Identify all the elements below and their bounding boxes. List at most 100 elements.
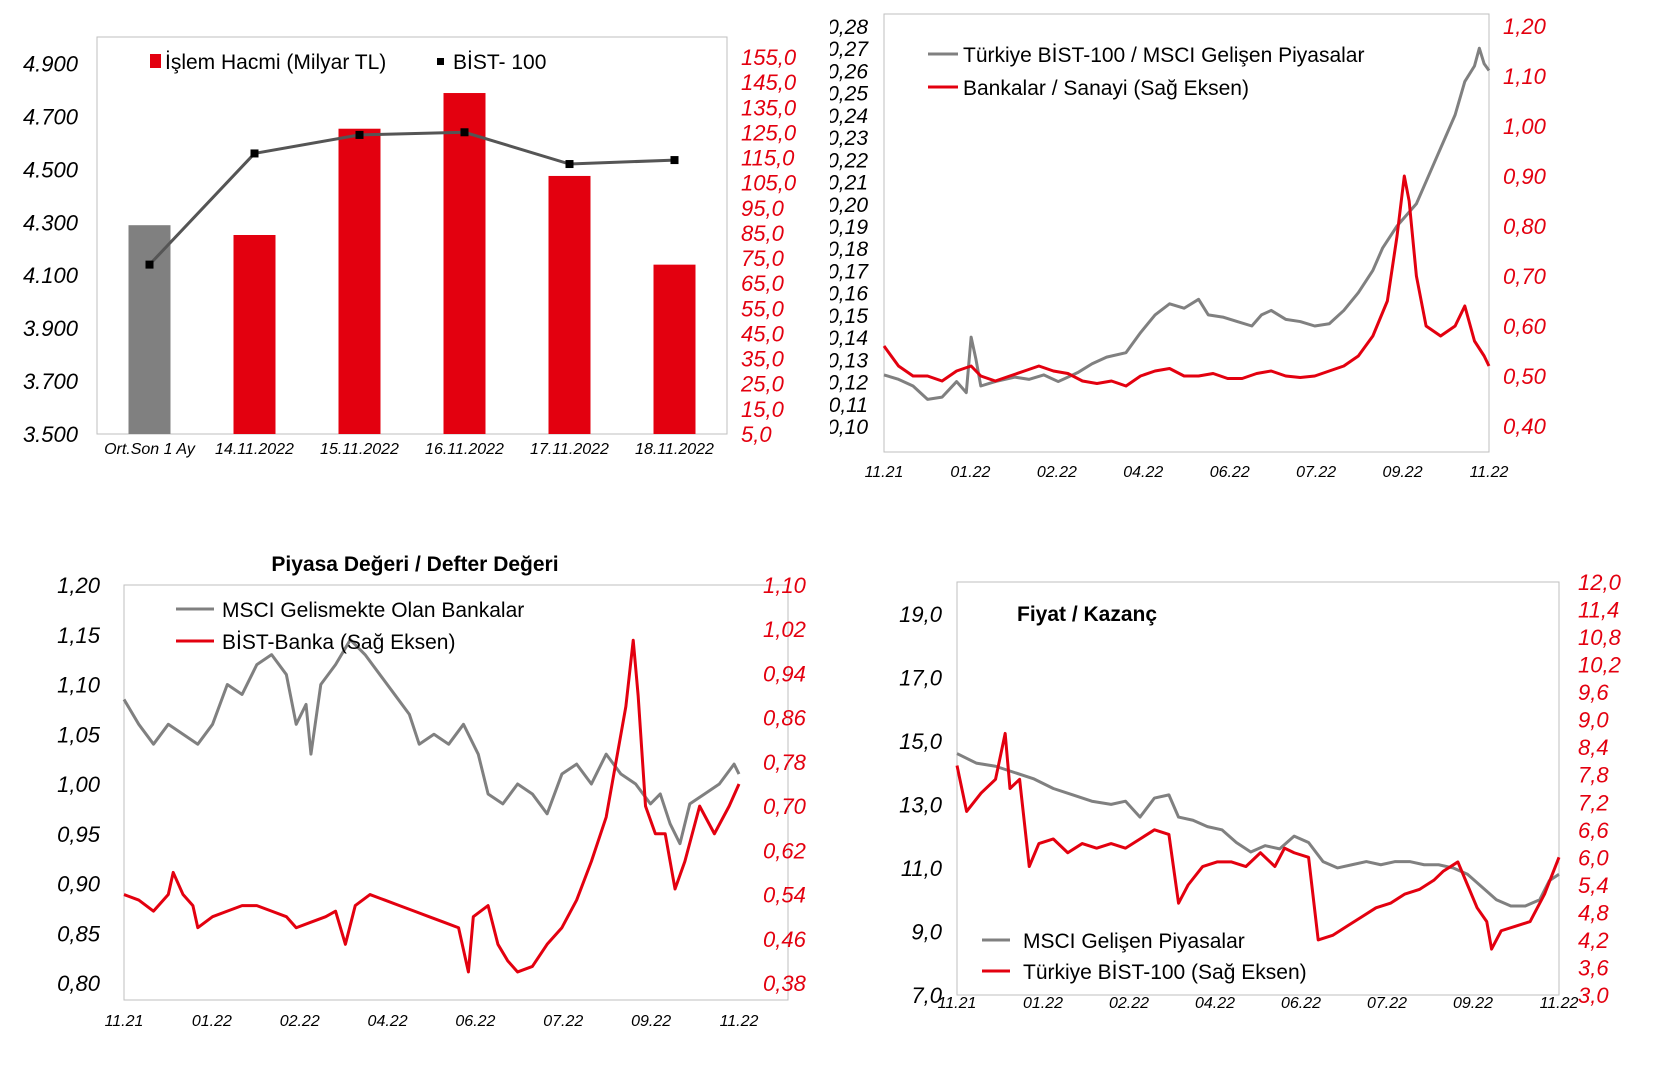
- y-right-tick: 115,0: [741, 146, 795, 171]
- series-line-1: [955, 731, 1561, 951]
- y-left-tick: 0,22: [830, 149, 868, 172]
- x-tick: 04.22: [368, 1013, 408, 1030]
- y-left-tick: 0,19: [830, 216, 868, 239]
- series-line-0: [956, 752, 1560, 908]
- bar-2: [338, 128, 381, 434]
- y-left-tick: 1,10: [57, 673, 101, 698]
- y-right-tick: 8,4: [1578, 735, 1609, 760]
- y-right-tick: 3,0: [1578, 983, 1609, 1008]
- plot-area: [956, 581, 1560, 996]
- x-tick: 09.22: [631, 1013, 671, 1030]
- y-right-tick: 65,0: [741, 271, 785, 296]
- y-right-tick: 0,70: [1503, 264, 1547, 289]
- y-left-tick: 0,14: [830, 327, 868, 350]
- y-right-tick: 25,0: [740, 372, 785, 397]
- bar-0: [128, 225, 171, 434]
- y-right-tick: 1,10: [763, 573, 807, 598]
- y-left-tick: 7,0: [911, 983, 942, 1008]
- chart-pe-ratio-svg: Fiyat / Kazanç 7,0 9,0 11,0 13,0 15,0 17,0 19,…: [899, 570, 1622, 1012]
- y-left-tick: 3.500: [23, 422, 79, 447]
- y-right-tick: 105,0: [741, 171, 797, 196]
- y-right-tick: 1,02: [763, 617, 806, 642]
- legend: Türkiye BİST-100 / MSCI Gelişen Piyasala…: [928, 44, 1364, 100]
- y-right-tick: 75,0: [741, 246, 785, 271]
- chart-volume-bist100: 3.500 3.700 3.900 4.100 4.300 4.500 4.700 4.900…: [0, 0, 830, 500]
- y-left-tick: 1,05: [57, 722, 101, 747]
- legend-series2-label: Bankalar / Sanayi (Sağ Eksen): [963, 77, 1249, 100]
- legend: İşlem Hacmi (Milyar TL) BİST- 100: [150, 51, 546, 74]
- y-left-tick: 4.900: [23, 51, 79, 76]
- legend-bist100-marker: [437, 58, 444, 65]
- y-left-tick: 17,0: [899, 665, 943, 690]
- y-left-tick: 0,16: [830, 283, 868, 306]
- x-tick: 01.22: [1023, 995, 1063, 1012]
- x-tick: 06.22: [455, 1013, 495, 1030]
- y-right-tick: 35,0: [741, 347, 785, 372]
- y-right-tick: 45,0: [741, 321, 785, 346]
- x-tick: 11.22: [720, 1013, 759, 1030]
- y-left-tick: 1,15: [57, 623, 101, 648]
- y-left-tick: 0,28: [830, 16, 868, 39]
- y-right-tick: 0,38: [763, 971, 807, 996]
- legend-series2-label: BİST-Banka (Sağ Eksen): [222, 631, 455, 654]
- bist100-marker-0: [145, 260, 154, 269]
- y-right-tick: 5,0: [741, 422, 772, 447]
- y-left-tick: 0,15: [830, 305, 868, 328]
- y-right-tick: 4,2: [1578, 928, 1609, 953]
- y-left-tick: 1,00: [57, 772, 101, 797]
- y-right-tick: 5,4: [1578, 873, 1609, 898]
- y-left-tick: 4.100: [23, 263, 79, 288]
- y-right-tick: 55,0: [741, 296, 785, 321]
- y-left-tick: 0,12: [830, 372, 868, 395]
- x-tick: 11.22: [1470, 464, 1509, 481]
- y-right-tick: 0,78: [763, 750, 807, 775]
- y-right-tick: 15,0: [741, 397, 785, 422]
- y-right-tick: 155,0: [741, 45, 797, 70]
- x-tick: 07.22: [543, 1013, 583, 1030]
- x-tick: 01.22: [950, 464, 990, 481]
- chart-title: Fiyat / Kazanç: [1017, 603, 1157, 626]
- x-tick: 02.22: [1109, 995, 1149, 1012]
- x-tick: 01.22: [192, 1013, 232, 1030]
- series-line-1: [123, 638, 741, 974]
- y-right-tick: 0,90: [1503, 164, 1547, 189]
- x-tick: 14.11.2022: [215, 441, 294, 458]
- y-right-tick: 9,0: [1578, 708, 1609, 733]
- bist100-marker-2: [355, 130, 364, 139]
- y-right-tick: 10,8: [1578, 625, 1622, 650]
- y-left-tick: 0,21: [830, 172, 868, 195]
- y-right-tick: 12,0: [1578, 570, 1622, 595]
- x-tick: 09.22: [1453, 995, 1493, 1012]
- x-tick: 02.22: [280, 1013, 320, 1030]
- bar-5: [653, 264, 696, 434]
- legend-volume-label: İşlem Hacmi (Milyar TL): [165, 51, 386, 74]
- bar-3: [443, 93, 486, 434]
- chart-pb-ratio-svg: Piyasa Değeri / Defter Değeri 0,80 0,85 0,…: [57, 553, 807, 1030]
- y-left-tick: 0,90: [57, 872, 101, 897]
- bar-4: [548, 175, 591, 434]
- y-left-tick: 0,25: [830, 83, 868, 106]
- bist100-marker-3: [460, 128, 469, 137]
- y-left-tick: 0,95: [57, 822, 101, 847]
- y-left-tick: 1,20: [57, 573, 101, 598]
- legend-volume-swatch: [150, 54, 161, 68]
- x-tick: 06.22: [1281, 995, 1321, 1012]
- chart-pe-ratio: Fiyat / Kazanç 7,0 9,0 11,0 13,0 15,0 17,0 19,…: [830, 560, 1667, 1065]
- y-left-tick: 11,0: [901, 856, 943, 881]
- y-left-tick: 15,0: [899, 729, 943, 754]
- y-right-tick: 3,6: [1578, 955, 1609, 980]
- y-left-tick: 0,17: [830, 260, 869, 283]
- chart-title: Piyasa Değeri / Defter Değeri: [271, 553, 558, 576]
- y-left-tick: 0,26: [830, 60, 868, 83]
- x-tick: 07.22: [1296, 464, 1336, 481]
- x-tick: Ort.Son 1 Ay: [104, 441, 196, 458]
- y-left-tick: 0,85: [57, 921, 101, 946]
- x-tick: 06.22: [1210, 464, 1250, 481]
- y-right-tick: 0,60: [1503, 314, 1547, 339]
- y-right-tick: 85,0: [741, 221, 785, 246]
- y-left-tick: 0,27: [830, 38, 869, 61]
- y-left-tick: 4.500: [23, 157, 79, 182]
- bist100-line: [148, 130, 675, 266]
- x-tick: 11.21: [865, 464, 904, 481]
- y-right-tick: 11,4: [1578, 598, 1619, 623]
